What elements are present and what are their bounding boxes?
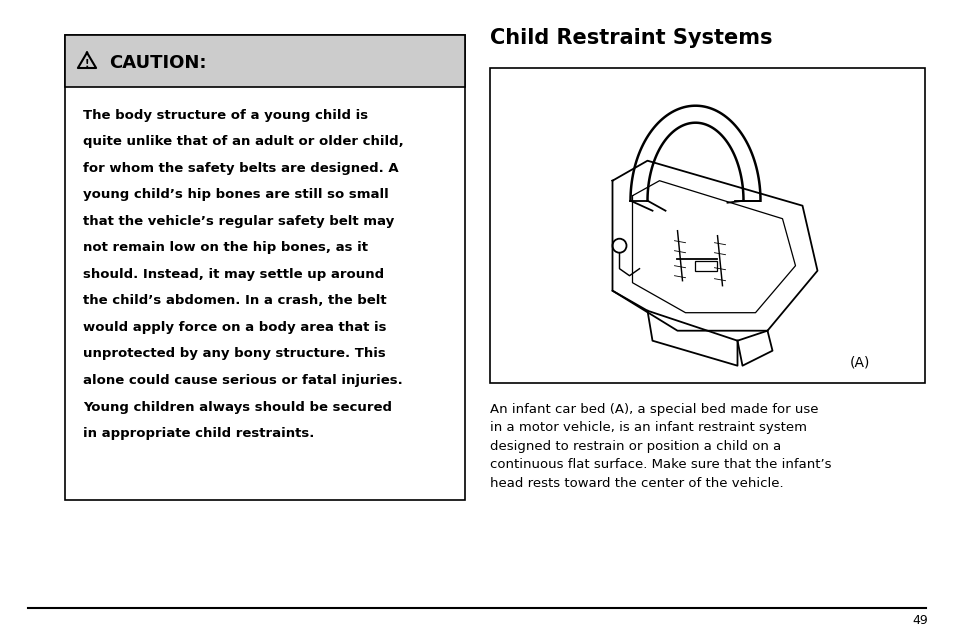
Text: Young children always should be secured: Young children always should be secured (83, 401, 392, 413)
Bar (65, 35, 464, 87)
Bar (490, 68, 924, 383)
Text: that the vehicle’s regular safety belt may: that the vehicle’s regular safety belt m… (83, 215, 394, 228)
Text: 49: 49 (911, 614, 927, 626)
Text: for whom the safety belts are designed. A: for whom the safety belts are designed. … (83, 162, 398, 175)
Text: An infant car bed (A), a special bed made for use
in a motor vehicle, is an infa: An infant car bed (A), a special bed mad… (490, 403, 831, 490)
Bar (65, 35, 464, 500)
Text: The body structure of a young child is: The body structure of a young child is (83, 109, 368, 122)
Text: (A): (A) (849, 356, 869, 370)
Text: not remain low on the hip bones, as it: not remain low on the hip bones, as it (83, 242, 368, 254)
Text: Child Restraint Systems: Child Restraint Systems (490, 28, 772, 48)
Text: should. Instead, it may settle up around: should. Instead, it may settle up around (83, 268, 384, 281)
Text: in appropriate child restraints.: in appropriate child restraints. (83, 427, 314, 440)
Text: CAUTION:: CAUTION: (109, 54, 206, 72)
Text: young child’s hip bones are still so small: young child’s hip bones are still so sma… (83, 188, 388, 202)
Text: would apply force on a body area that is: would apply force on a body area that is (83, 321, 386, 334)
Text: alone could cause serious or fatal injuries.: alone could cause serious or fatal injur… (83, 374, 402, 387)
Text: unprotected by any bony structure. This: unprotected by any bony structure. This (83, 347, 385, 361)
Text: !: ! (85, 59, 90, 69)
Text: the child’s abdomen. In a crash, the belt: the child’s abdomen. In a crash, the bel… (83, 294, 386, 307)
Bar (695, 261, 717, 271)
Text: quite unlike that of an adult or older child,: quite unlike that of an adult or older c… (83, 135, 403, 148)
